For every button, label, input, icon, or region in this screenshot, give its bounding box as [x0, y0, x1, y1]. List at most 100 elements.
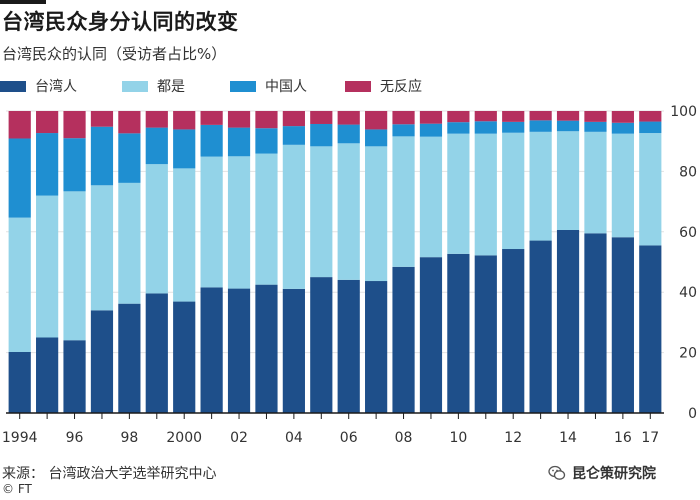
- x-tick-label: 1994: [2, 430, 38, 446]
- bar-segment-chinese: [118, 133, 141, 183]
- x-tick-label: 96: [66, 430, 84, 446]
- bar-segment-chinese: [282, 126, 305, 145]
- bar-segment-no_response: [584, 111, 607, 122]
- bar-segment-taiwanese: [639, 245, 662, 413]
- bar-segment-chinese: [173, 129, 196, 169]
- bar-segment-no_response: [90, 111, 114, 127]
- bar-segment-both: [118, 182, 141, 304]
- bar-segment-no_response: [173, 111, 196, 130]
- bar-segment-chinese: [227, 127, 251, 157]
- legend-item-chinese: 中国人: [230, 76, 307, 96]
- bar-segment-taiwanese: [337, 279, 360, 413]
- legend-label-both: 都是: [157, 79, 185, 95]
- bar-segment-chinese: [529, 120, 552, 132]
- bar-segment-taiwanese: [145, 293, 168, 413]
- x-tick-label: 02: [230, 430, 248, 446]
- bar-segment-taiwanese: [392, 266, 415, 413]
- bar-segment-taiwanese: [90, 310, 114, 413]
- top-rule: [0, 0, 46, 4]
- bar-segment-both: [227, 156, 251, 289]
- bar-segment-no_response: [8, 111, 31, 139]
- bar-segment-both: [310, 146, 333, 278]
- bar-segment-taiwanese: [529, 240, 552, 413]
- bar-segment-both: [392, 136, 415, 267]
- bar-segment-no_response: [639, 111, 662, 122]
- bar-segment-taiwanese: [611, 237, 634, 413]
- bar-segment-chinese: [392, 124, 415, 137]
- chart-subtitle: 台湾民众的认同（受访者占比%）: [2, 45, 227, 63]
- y-tick-label: 40: [679, 285, 697, 301]
- legend-label-chinese: 中国人: [265, 79, 307, 95]
- bar-segment-taiwanese: [310, 277, 333, 413]
- bar-segment-taiwanese: [63, 340, 86, 413]
- bar-segment-both: [282, 144, 305, 289]
- bar-segment-no_response: [255, 111, 278, 129]
- y-tick-label: 20: [679, 346, 697, 362]
- x-tick-label: 04: [285, 430, 303, 446]
- bar-segment-taiwanese: [200, 287, 223, 413]
- legend: 台湾人 都是 中国人 无反应: [0, 76, 700, 96]
- copyright: © FT: [2, 482, 32, 496]
- bar-segment-chinese: [447, 122, 470, 134]
- bar-segment-both: [90, 185, 114, 311]
- bar-segment-taiwanese: [8, 351, 31, 413]
- bar-segment-no_response: [63, 111, 86, 139]
- bar-segment-no_response: [145, 111, 168, 128]
- bar-segment-both: [200, 156, 223, 288]
- bar-segment-no_response: [365, 111, 388, 130]
- legend-item-both: 都是: [122, 76, 185, 96]
- x-tick-label: 14: [559, 430, 577, 446]
- bar-segment-both: [8, 217, 31, 352]
- bar-segment-both: [556, 131, 580, 230]
- bar-segment-no_response: [200, 111, 223, 125]
- bar-segment-both: [173, 168, 196, 302]
- y-tick-label: 60: [679, 225, 697, 241]
- bar-segment-no_response: [337, 111, 360, 125]
- y-tick-label: 80: [679, 164, 697, 180]
- bar-segment-chinese: [419, 123, 443, 137]
- watermark: 昆仑策研究院: [548, 463, 656, 483]
- watermark-text: 昆仑策研究院: [572, 466, 656, 482]
- bar-segment-chinese: [611, 122, 634, 134]
- bar-segment-both: [584, 131, 607, 234]
- x-tick-label: 12: [504, 430, 522, 446]
- bar-segment-no_response: [310, 111, 333, 124]
- legend-swatch-no-response: [345, 80, 371, 92]
- y-tick-label: 100: [670, 104, 697, 120]
- legend-label-no-response: 无反应: [380, 79, 422, 95]
- bar-segment-no_response: [529, 111, 552, 121]
- x-tick-label: 10: [449, 430, 467, 446]
- bar-segment-both: [419, 136, 443, 258]
- bar-segment-no_response: [392, 111, 415, 125]
- bar-segment-both: [145, 164, 168, 294]
- bar-segment-both: [447, 133, 470, 254]
- legend-swatch-taiwanese: [0, 80, 26, 92]
- bar-segment-chinese: [310, 123, 333, 147]
- bar-segment-taiwanese: [227, 288, 251, 413]
- bar-segment-chinese: [255, 128, 278, 154]
- bar-segment-chinese: [556, 120, 580, 132]
- bar-segment-chinese: [337, 124, 360, 144]
- bar-segment-taiwanese: [36, 337, 59, 413]
- bar-segment-taiwanese: [474, 255, 497, 413]
- bar-segment-no_response: [611, 111, 634, 123]
- bar-segment-both: [36, 195, 59, 338]
- bar-segment-taiwanese: [282, 288, 305, 413]
- bar-segment-both: [337, 143, 360, 280]
- bar-segment-chinese: [474, 121, 497, 134]
- x-tick-label: 08: [395, 430, 413, 446]
- bar-segment-chinese: [365, 129, 388, 147]
- bar-segment-both: [255, 153, 278, 285]
- bar-segment-chinese: [200, 124, 223, 157]
- x-tick-label: 17: [641, 430, 659, 446]
- x-tick-label: 16: [614, 430, 632, 446]
- x-tick-label: 06: [340, 430, 358, 446]
- x-tick-label: 98: [120, 430, 138, 446]
- x-tick-label: 2000: [166, 430, 202, 446]
- bar-segment-no_response: [118, 111, 141, 134]
- bar-segment-chinese: [584, 121, 607, 132]
- bar-segment-chinese: [8, 138, 31, 218]
- bar-segment-taiwanese: [419, 257, 443, 413]
- bar-segment-no_response: [447, 111, 470, 123]
- chart-title: 台湾民众身分认同的改变: [2, 10, 239, 34]
